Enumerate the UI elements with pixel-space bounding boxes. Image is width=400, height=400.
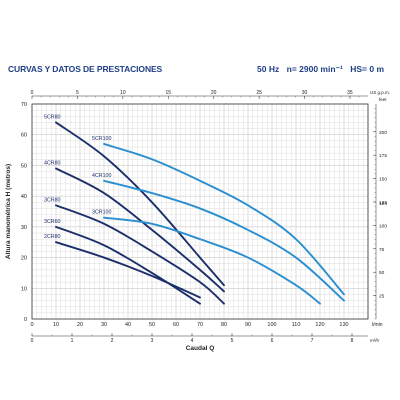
right-axis-unit: feet [379, 97, 387, 102]
curve-label-5cr80: 5CR80 [44, 114, 61, 120]
bottom-axis-label: 4 [191, 338, 194, 344]
curve-label-3cr60: 3CR60 [44, 219, 61, 225]
top-axis-label: 0 [31, 90, 34, 96]
bottom-axis-label: 8 [351, 338, 354, 344]
y-tick-label: 40 [21, 194, 27, 200]
bottom-axis-label: 0 [31, 338, 34, 344]
x-tick-label: 0 [30, 322, 33, 328]
x-tick-label: 10 [53, 322, 59, 328]
x-axis-title: Caudal Q [186, 345, 215, 352]
top-axis-label: 35 [347, 90, 353, 96]
bottom-axis-unit: m³/h [370, 338, 379, 343]
right-axis-label: 125 [379, 200, 387, 206]
curve-3cr100 [103, 216, 321, 305]
x-tick-label: 50 [149, 322, 155, 328]
bottom-axis-label: 7 [311, 338, 314, 344]
curve-label-3cr100: 3CR100 [92, 210, 111, 216]
plot-frame [31, 103, 369, 320]
top-axis-label: 15 [165, 90, 171, 96]
curve-label-3cr80: 3CR80 [44, 197, 61, 203]
operating-conditions: 50 Hz n= 2900 min⁻¹ HS= 0 m [252, 64, 384, 75]
x-tick-label: 110 [292, 322, 301, 328]
x-tick-label: 130 [339, 322, 348, 328]
y-tick-label: 50 [21, 163, 27, 169]
x-tick-label: 20 [77, 322, 83, 328]
x-tick-label: 30 [101, 322, 107, 328]
y-tick-label: 30 [21, 225, 27, 231]
bottom-axis-label: 3 [151, 338, 154, 344]
top-axis-label: 30 [302, 90, 308, 96]
top-axis-label: 25 [256, 90, 262, 96]
x-tick-label: 90 [245, 322, 251, 328]
top-axis-label: 5 [76, 90, 79, 96]
right-axis-label: 75 [379, 247, 385, 253]
suction-height-label: HS= 0 m [350, 64, 384, 74]
chart-header: CURVAS Y DATOS DE PRESTACIONES 50 Hz n= … [8, 64, 392, 78]
bottom-axis-label: 1 [71, 338, 74, 344]
right-axis-label: 150 [379, 177, 387, 183]
curve-label-5cr100: 5CR100 [92, 136, 111, 142]
y-tick-label: 0 [24, 317, 27, 323]
y-tick-label: 10 [21, 286, 27, 292]
x-tick-label: 40 [125, 322, 131, 328]
x-unit-label: l/min [372, 322, 383, 328]
top-axis-label: 10 [120, 90, 126, 96]
right-axis-label: 200 [379, 130, 387, 136]
curve-3cr80 [55, 204, 225, 305]
right-axis-label: 50 [379, 270, 385, 276]
y-tick-label: 60 [21, 133, 27, 139]
bottom-axis-label: 6 [271, 338, 274, 344]
speed-label: n= 2900 min⁻¹ [286, 64, 343, 74]
curve-4cr80 [55, 167, 225, 293]
x-tick-label: 120 [315, 322, 324, 328]
right-axis-label: 175 [379, 153, 387, 159]
y-axis-title: Altura manométrica H (metros) [5, 164, 12, 259]
frequency-label: 50 Hz [257, 64, 280, 74]
curve-3cr60 [55, 225, 201, 305]
curve-5cr80 [55, 121, 225, 287]
curve-label-2cr80: 2CR80 [44, 234, 61, 240]
x-tick-label: 60 [173, 322, 179, 328]
curve-label-4cr100: 4CR100 [92, 173, 111, 179]
right-axis-label: 100 [379, 223, 387, 229]
x-tick-label: 70 [197, 322, 203, 328]
curve-label-4cr80: 4CR80 [44, 161, 61, 167]
curve-2cr80 [55, 241, 201, 299]
bottom-axis-label: 5 [231, 338, 234, 344]
y-tick-label: 70 [21, 102, 27, 108]
curve-4cr100 [103, 179, 345, 302]
y-tick-label: 20 [21, 256, 27, 262]
bottom-axis-label: 2 [111, 338, 114, 344]
x-tick-label: 80 [221, 322, 227, 328]
x-tick-label: 100 [267, 322, 276, 328]
page-title: CURVAS Y DATOS DE PRESTACIONES [8, 64, 163, 74]
right-axis-label: 124 [379, 201, 387, 207]
curve-5cr100 [103, 142, 345, 296]
top-axis-unit: US g.p.m. [370, 90, 390, 95]
top-axis-label: 20 [211, 90, 217, 96]
right-axis-label: 25 [379, 294, 385, 300]
